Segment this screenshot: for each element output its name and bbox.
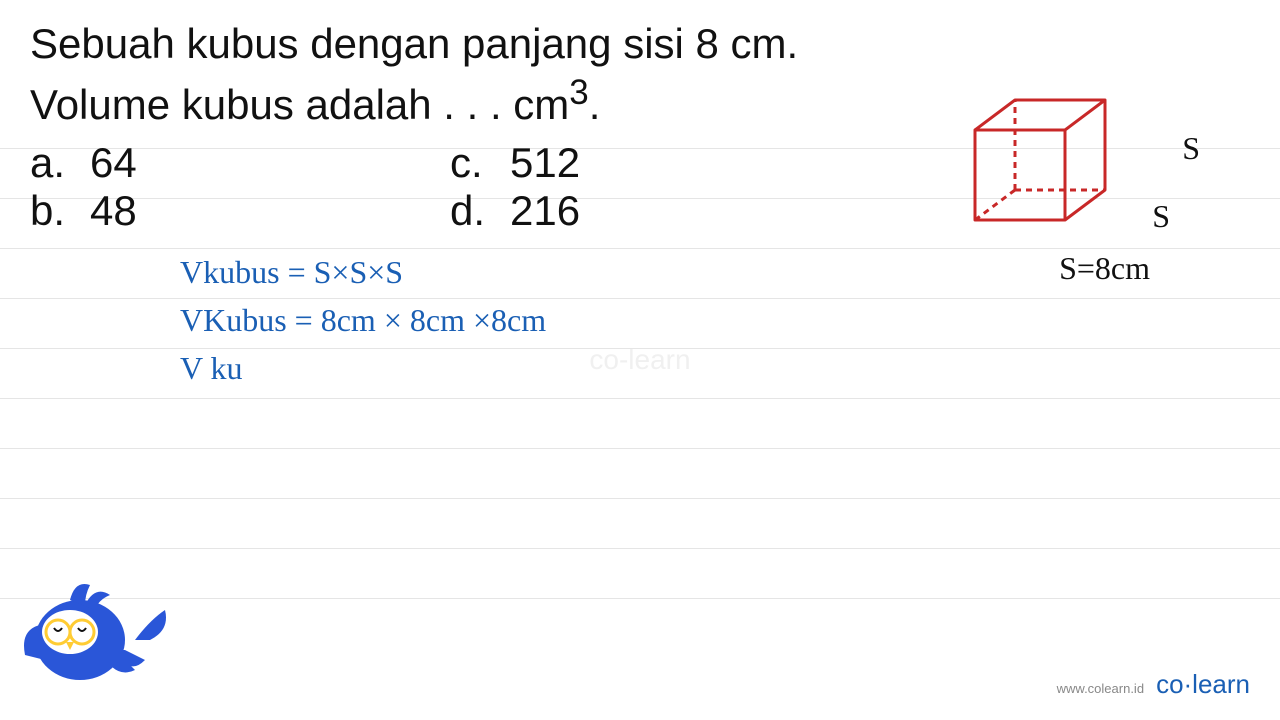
handwriting-line-3: V ku: [180, 346, 243, 391]
handwriting-line-2: VKubus = 8cm × 8cm ×8cm: [180, 298, 546, 343]
mascot-icon: [20, 570, 170, 700]
footer: www.colearn.id co·learn: [1057, 669, 1250, 700]
footer-url: www.colearn.id: [1057, 681, 1144, 696]
handwriting-line-1: Vkubus = S×S×S: [180, 250, 403, 295]
cube-diagram: [960, 75, 1160, 275]
watermark-text: co-learn: [589, 344, 690, 376]
option-d: d. 216: [450, 187, 870, 235]
option-b: b. 48: [30, 187, 450, 235]
question-line-1: Sebuah kubus dengan panjang sisi 8 cm.: [30, 18, 1250, 71]
option-a: a. 64: [30, 139, 450, 187]
option-c: c. 512: [450, 139, 870, 187]
footer-logo: co·learn: [1156, 669, 1250, 700]
